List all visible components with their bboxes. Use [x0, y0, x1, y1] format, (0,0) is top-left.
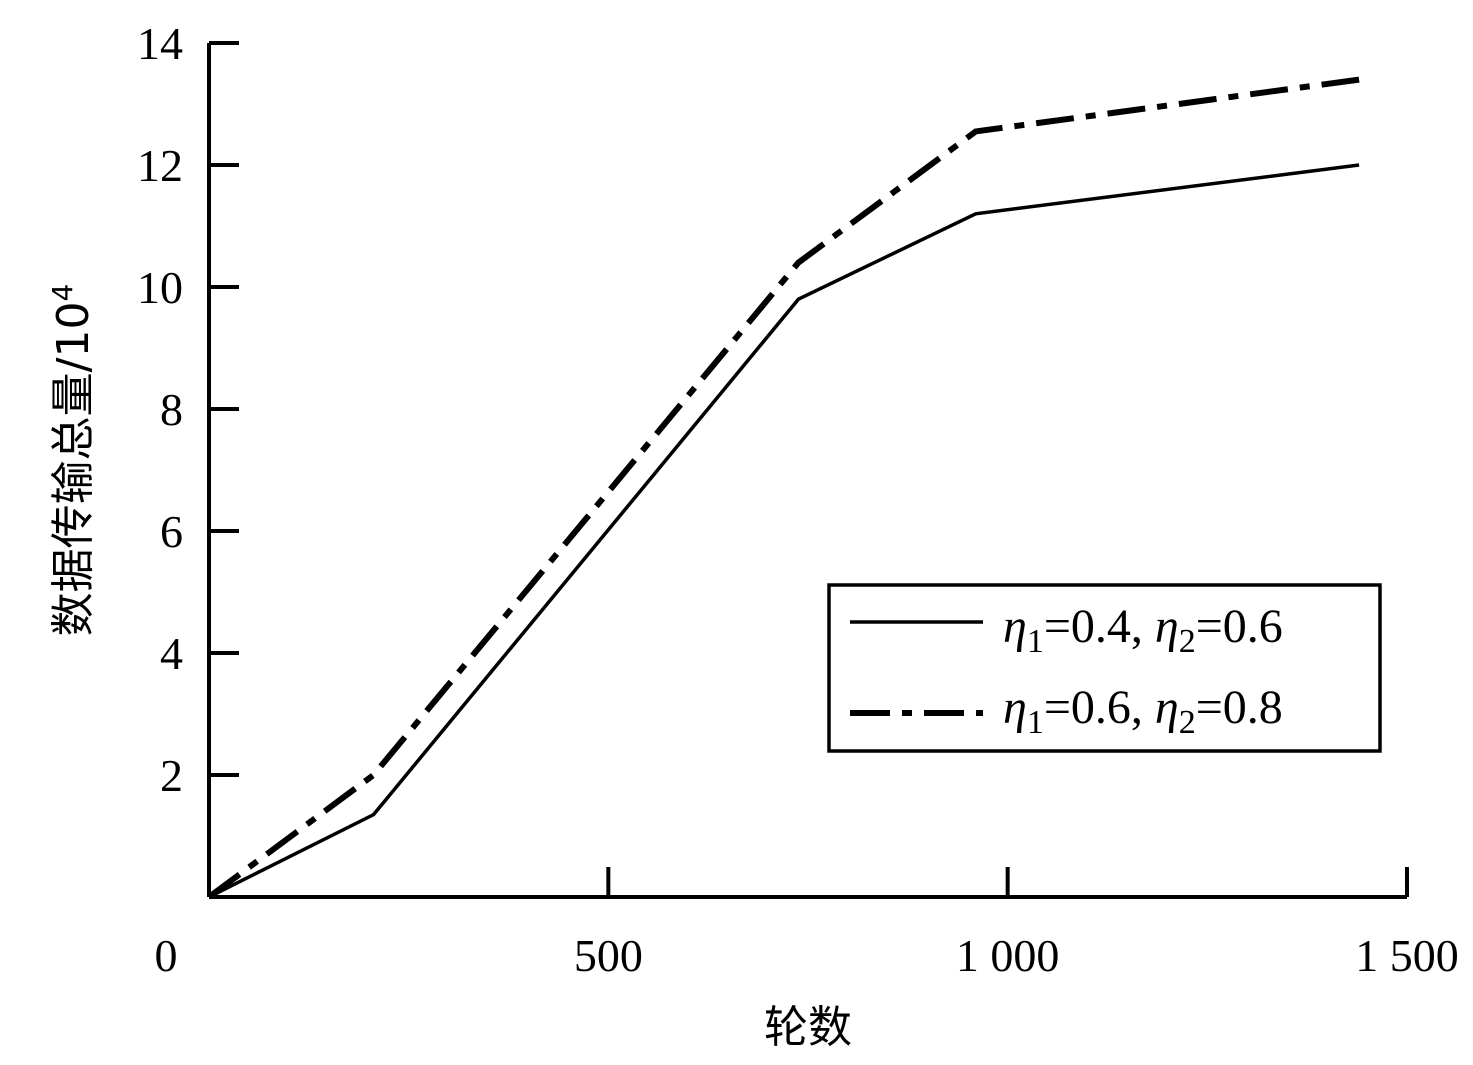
legend-subscript: 1 [1027, 623, 1044, 660]
legend-subscript: 1 [1027, 704, 1044, 741]
legend-eta: η [1003, 681, 1027, 734]
legend-value: =0.4, [1044, 600, 1155, 653]
legend-subscript: 2 [1179, 623, 1196, 660]
x-tick-label: 0 [155, 930, 178, 981]
y-tick-label: 14 [137, 18, 183, 69]
y-tick-label: 6 [160, 506, 183, 557]
legend-subscript: 2 [1179, 704, 1196, 741]
y-tick-label: 2 [160, 750, 183, 801]
x-tick-label: 1 000 [956, 930, 1060, 981]
x-tick-label: 1 500 [1355, 930, 1459, 981]
y-tick-label: 12 [137, 140, 183, 191]
series-line-dash-dot [207, 76, 1360, 900]
legend: η1=0.4, η2=0.6 η1=0.6, η2=0.8 [827, 583, 1382, 753]
y-tick-label: 8 [160, 384, 183, 435]
y-axis-title-exponent: 4 [46, 284, 79, 302]
y-axis-title: 数据传输总量/104 [46, 284, 99, 637]
series-line-solid [208, 163, 1360, 899]
legend-eta: η [1155, 681, 1179, 734]
x-tick-label: 500 [574, 930, 643, 981]
series-lines [207, 76, 1360, 900]
legend-label-series-1: η1=0.4, η2=0.6 [1003, 600, 1283, 660]
legend-label-series-2: η1=0.6, η2=0.8 [1003, 681, 1283, 741]
ticks [209, 41, 1409, 897]
legend-eta: η [1003, 600, 1027, 653]
legend-value: =0.6 [1196, 600, 1283, 653]
legend-box [827, 583, 1382, 753]
axes [207, 43, 1407, 899]
legend-value: =0.6, [1044, 681, 1155, 734]
y-tick-label: 10 [137, 262, 183, 313]
legend-value: =0.8 [1196, 681, 1283, 734]
legend-eta: η [1155, 600, 1179, 653]
y-axis-title-text: 数据传输总量/10 [48, 302, 99, 637]
y-tick-label: 4 [160, 628, 183, 679]
x-axis-title: 轮数 [764, 1002, 852, 1053]
